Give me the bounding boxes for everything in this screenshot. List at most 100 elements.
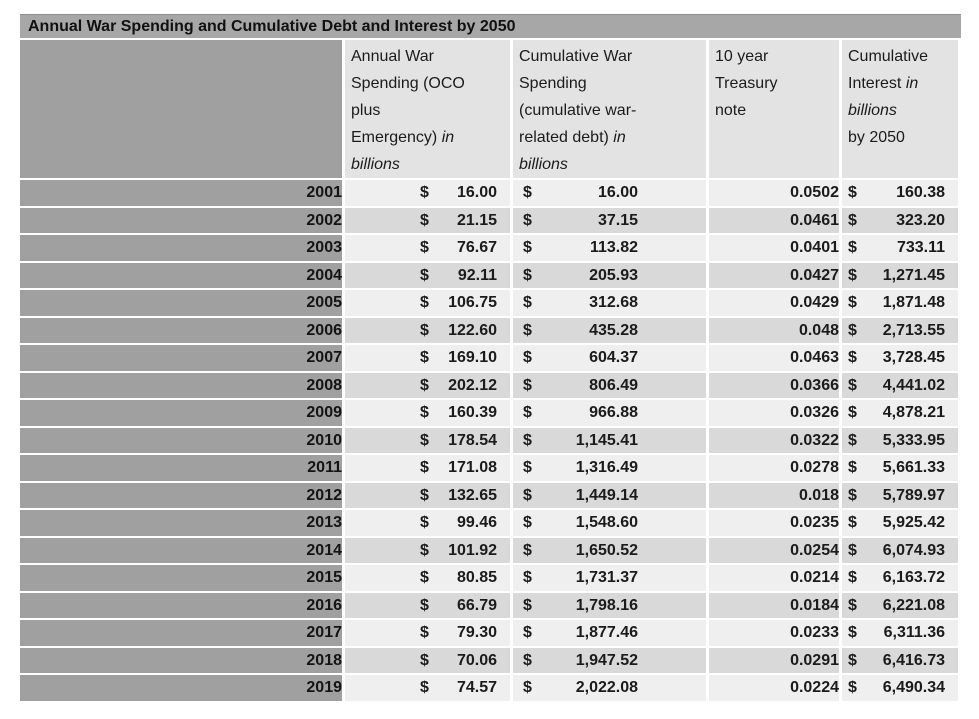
header-text: 10 year [715,48,769,65]
dollar-sign: $ [848,679,857,696]
annual-spending-cell: $169.10 [345,345,513,373]
dollar-sign: $ [420,239,429,256]
dollar-sign: $ [848,651,857,669]
cumulative-interest-cell: $5,789.97 [842,482,961,510]
annual-spending-cell: $70.06 [345,647,513,675]
amount-value: 1,650.52 [575,541,638,559]
cumulative-spending-cell: $1,731.37 [513,565,709,593]
dollar-sign: $ [420,486,429,504]
cumulative-spending-cell: $37.15 [513,207,709,235]
dollar-sign: $ [848,211,857,229]
treasury-note-cell: 0.0463 [709,345,842,373]
annual-spending-cell: $66.79 [345,592,513,620]
amount-value: 74.57 [456,679,497,696]
table-row-2001: 2001 $16.00 $16.00 0.0502 $160.38 [20,180,961,208]
amount-value: 169.10 [448,349,497,366]
year-cell: 2013 [20,510,345,538]
amount-value: 4,441.02 [882,376,945,394]
dollar-sign: $ [523,184,532,201]
dollar-sign: $ [523,404,532,421]
treasury-note-cell: 0.0322 [709,427,842,455]
dollar-sign: $ [848,239,857,256]
year-cell: 2017 [20,620,345,648]
cumulative-spending-cell: $1,548.60 [513,510,709,538]
year-cell: 2009 [20,400,345,428]
dollar-sign: $ [420,651,429,669]
treasury-note-cell: 0.0427 [709,262,842,290]
year-cell: 2005 [20,290,345,318]
dollar-sign: $ [848,294,857,311]
table-row-2018: 2018 $70.06 $1,947.52 0.0291 $6,416.73 [20,647,961,675]
amount-value: 1,316.49 [575,459,638,476]
annual-spending-cell: $202.12 [345,372,513,400]
dollar-sign: $ [848,459,857,476]
cumulative-interest-cell: $4,878.21 [842,400,961,428]
amount-value: 1,548.60 [575,514,638,531]
cumulative-spending-cell: $2,022.08 [513,675,709,703]
year-cell: 2003 [20,235,345,263]
header-text: billions [351,156,400,173]
cumulative-interest-cell: $4,441.02 [842,372,961,400]
amount-value: 1,877.46 [575,624,638,641]
header-text: billions [519,156,568,173]
annual-spending-cell: $178.54 [345,427,513,455]
table-row-2016: 2016 $66.79 $1,798.16 0.0184 $6,221.08 [20,592,961,620]
header-text: Treasury [715,75,778,92]
treasury-note-cell: 0.0401 [709,235,842,263]
dollar-sign: $ [523,349,532,366]
header-text: billions [848,102,897,119]
header-text: plus [351,102,381,119]
annual-spending-cell: $132.65 [345,482,513,510]
amount-value: 101.92 [448,541,497,559]
year-cell: 2012 [20,482,345,510]
amount-value: 21.15 [456,211,497,229]
dollar-sign: $ [848,431,857,449]
annual-spending-cell: $16.00 [345,180,513,208]
treasury-note-cell: 0.0254 [709,537,842,565]
amount-value: 1,798.16 [575,596,638,614]
annual-spending-cell: $99.46 [345,510,513,538]
dollar-sign: $ [848,486,857,504]
amount-value: 37.15 [597,211,638,229]
dollar-sign: $ [523,624,532,641]
treasury-note-cell: 0.0278 [709,455,842,483]
header-text: Cumulative [848,48,929,65]
dollar-sign: $ [420,211,429,229]
table-row-2005: 2005 $106.75 $312.68 0.0429 $1,871.48 [20,290,961,318]
cumulative-interest-cell: $6,074.93 [842,537,961,565]
cumulative-spending-cell: $1,316.49 [513,455,709,483]
dollar-sign: $ [523,514,532,531]
cumulative-interest-cell: $5,661.33 [842,455,961,483]
dollar-sign: $ [523,431,532,449]
amount-value: 99.46 [456,514,497,531]
treasury-note-cell: 0.0502 [709,180,842,208]
table-row-2007: 2007 $169.10 $604.37 0.0463 $3,728.45 [20,345,961,373]
dollar-sign: $ [848,624,857,641]
amount-value: 80.85 [456,569,497,586]
table-row-2011: 2011 $171.08 $1,316.49 0.0278 $5,661.33 [20,455,961,483]
amount-value: 6,163.72 [882,569,945,586]
annual-spending-cell: $106.75 [345,290,513,318]
year-cell: 2006 [20,317,345,345]
dollar-sign: $ [523,679,532,696]
header-text: Spending [519,75,587,92]
header-text: Spending (OCO [351,75,465,92]
dollar-sign: $ [420,294,429,311]
table-row-2013: 2013 $99.46 $1,548.60 0.0235 $5,925.42 [20,510,961,538]
cumulative-spending-cell: $806.49 [513,372,709,400]
year-cell: 2011 [20,455,345,483]
year-cell: 2001 [20,180,345,208]
dollar-sign: $ [848,349,857,366]
amount-value: 113.82 [589,239,638,256]
amount-value: 6,416.73 [882,651,945,669]
year-cell: 2014 [20,537,345,565]
dollar-sign: $ [848,321,857,339]
dollar-sign: $ [420,514,429,531]
amount-value: 1,947.52 [575,651,638,669]
treasury-note-cell: 0.0214 [709,565,842,593]
dollar-sign: $ [420,431,429,449]
cumulative-interest-cell: $6,221.08 [842,592,961,620]
amount-value: 122.60 [448,321,497,339]
treasury-note-cell: 0.0429 [709,290,842,318]
dollar-sign: $ [420,596,429,614]
